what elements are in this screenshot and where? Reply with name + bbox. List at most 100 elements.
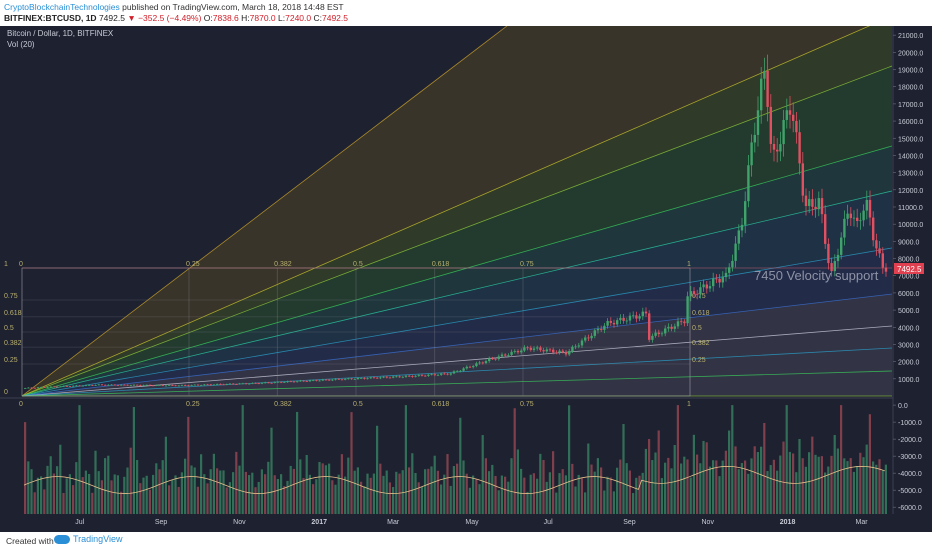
price-candle	[507, 355, 510, 356]
volume-bar	[30, 469, 33, 514]
price-tick-label: 12000.0	[898, 188, 923, 195]
volume-bar	[347, 457, 350, 514]
price-candle	[622, 317, 625, 321]
gann-level-left: 0	[4, 389, 8, 396]
volume-bar	[353, 470, 356, 514]
volume-bar	[459, 417, 462, 514]
price-candle	[766, 70, 769, 107]
price-candle	[692, 291, 696, 294]
volume-bar	[350, 412, 353, 514]
price-tick-label: 7000.0	[898, 274, 920, 281]
publish-info: published on TradingView.com, March 18, …	[122, 2, 344, 12]
price-candle	[849, 213, 852, 219]
price-candle	[241, 383, 244, 385]
chart-svg[interactable]: 0 0 0.25 0.25 0.382 0.382 0.5 0.5 0.618 0.618 0.75…	[0, 15, 932, 532]
price-candle	[132, 384, 136, 386]
volume-bar	[161, 460, 164, 514]
volume-bar	[292, 468, 295, 514]
volume-bar	[462, 460, 465, 514]
volume-bar	[36, 477, 39, 514]
gann-level-bottom: 0.5	[353, 401, 363, 408]
price-candle	[36, 387, 40, 389]
price-tick-label: 2000.0	[898, 360, 920, 367]
price-candle	[411, 376, 414, 377]
price-candle	[78, 385, 81, 387]
volume-bar	[308, 474, 311, 514]
price-candle	[65, 386, 68, 387]
price-candle	[619, 317, 622, 321]
volume-bar	[187, 416, 190, 514]
volume-bar	[548, 472, 551, 514]
price-candle	[801, 163, 804, 196]
price-candle	[139, 385, 142, 386]
price-candle	[705, 284, 708, 289]
volume-bar	[158, 469, 161, 514]
price-candle	[827, 243, 830, 264]
price-candle	[24, 388, 27, 389]
volume-bar	[859, 452, 862, 514]
price-candle	[222, 384, 225, 386]
price-candle	[584, 337, 587, 341]
tradingview-label: TradingView	[73, 534, 123, 544]
volume-bar	[427, 468, 430, 514]
volume-bar	[238, 465, 241, 514]
open-label: O:	[203, 13, 213, 23]
volume-bar	[88, 473, 91, 514]
price-candle	[443, 373, 446, 375]
volume-bar	[523, 477, 526, 514]
gann-level-bottom: 0.25	[186, 401, 200, 408]
price-candle	[363, 378, 366, 379]
time-tick-label: Sep	[623, 519, 636, 526]
volume-bar	[702, 440, 705, 514]
price-tick-label: 14000.0	[898, 153, 923, 160]
volume-bar	[766, 471, 769, 514]
price-candle	[625, 320, 628, 322]
price-tick-label: 6000.0	[898, 291, 920, 298]
tradingview-brand[interactable]: TradingView	[54, 534, 123, 545]
price-candle	[248, 383, 251, 385]
volume-bar	[660, 478, 663, 514]
volume-bar	[497, 490, 500, 514]
price-candle	[203, 384, 206, 386]
price-candle	[430, 374, 433, 376]
price-candle	[337, 378, 340, 380]
volume-bar	[580, 478, 583, 514]
volume-bar	[555, 492, 558, 514]
price-candle	[369, 377, 372, 379]
volume-bar	[804, 466, 807, 514]
volume-bar	[641, 472, 644, 514]
price-candle	[414, 375, 417, 377]
price-candle	[200, 385, 203, 386]
price-candle	[760, 78, 763, 111]
gann-level-left: 0.75	[4, 293, 18, 300]
price-candle	[283, 382, 286, 383]
price-candle	[129, 385, 132, 387]
volume-bar	[235, 451, 238, 514]
price-candle	[468, 366, 472, 368]
price-candle	[340, 379, 344, 381]
volume-bar	[507, 481, 510, 514]
price-candle	[209, 384, 212, 386]
price-candle	[81, 385, 84, 387]
price-candle	[756, 110, 760, 135]
volume-bar	[808, 452, 811, 514]
price-candle	[289, 381, 292, 383]
price-candle	[670, 326, 673, 329]
volume-bar	[126, 467, 129, 514]
price-candle	[164, 385, 168, 387]
price-candle	[49, 386, 52, 388]
price-candle	[577, 345, 580, 347]
volume-bar	[680, 463, 683, 514]
price-candle	[571, 346, 574, 352]
price-candle	[91, 385, 94, 386]
price-candle	[590, 335, 593, 339]
author-link[interactable]: CryptoBlockchainTechnologies	[4, 2, 120, 12]
volume-bar	[62, 492, 65, 514]
price-candle	[667, 326, 670, 329]
price-candle	[600, 328, 603, 330]
price-candle	[353, 379, 356, 380]
volume-bar	[401, 470, 404, 514]
volume-bar	[561, 469, 564, 514]
open-value: 7838.6	[212, 13, 239, 23]
chart-area[interactable]: 0 0 0.25 0.25 0.382 0.382 0.5 0.5 0.618 0.618 0.75…	[0, 15, 932, 532]
